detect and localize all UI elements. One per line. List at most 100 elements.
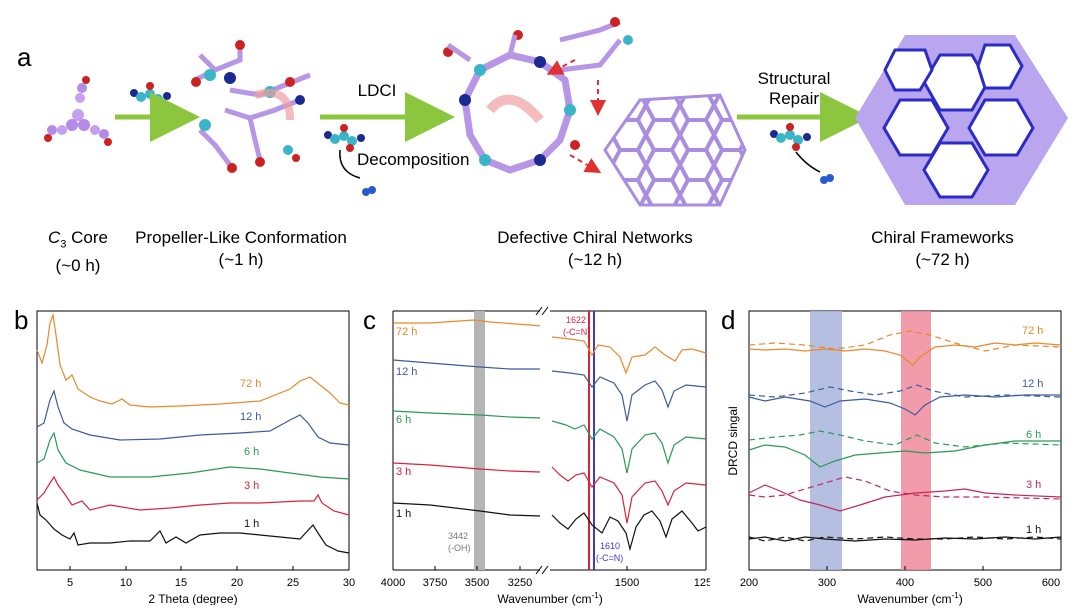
d-curve-72h-dash	[748, 330, 1062, 352]
d-curve-72h-solid	[748, 342, 1062, 366]
b-curve-3h	[36, 475, 350, 516]
c-ann-1610: 1610	[600, 541, 620, 551]
stage-propeller-caption: Propeller-Like Conformation (~1 h)	[126, 227, 356, 271]
d-band-red	[901, 311, 931, 570]
c-label-1h: 1 h	[396, 508, 411, 520]
d-label-6h: 6 h	[1026, 429, 1041, 441]
stage-propeller-name: Propeller-Like Conformation	[135, 228, 347, 247]
c-label-3h: 3 h	[396, 466, 411, 478]
amino-acid-molecule	[130, 82, 171, 110]
d-curve-3h-solid	[748, 484, 1062, 512]
d-curve-1h-solid	[748, 536, 1062, 542]
stage-core-time: (~0 h)	[55, 256, 101, 276]
panel-b-frame	[36, 310, 350, 571]
c-xtick-1500: 1500	[615, 577, 639, 589]
c-ann-1610-group: (-C=N)	[596, 553, 623, 563]
d-curve-3h-dash	[748, 476, 1062, 500]
c-ann-1622: 1622	[566, 315, 586, 325]
d-curve-6h-dash	[748, 430, 1062, 448]
d-xlabel: Wavenumber (cm-1)	[857, 591, 962, 606]
b-label-6h: 6 h	[244, 446, 259, 458]
panel-a-label: a	[17, 42, 32, 72]
b-curve-6h	[36, 431, 350, 480]
d-ylabel: DRCD singal	[726, 406, 740, 475]
c-label-12h: 12 h	[396, 366, 417, 378]
decomposition-group	[324, 124, 376, 196]
c-curve-1h	[392, 502, 707, 552]
d-band-blue	[810, 311, 842, 570]
stage-framework-name: Chiral Frameworks	[871, 228, 1014, 247]
d-xtick-300: 300	[818, 577, 836, 589]
d-curve-12h-dash	[748, 384, 1062, 398]
repair-amino-acid	[770, 123, 834, 184]
repair-label-line2: Repair	[769, 89, 819, 108]
b-curve-12h	[36, 389, 350, 446]
b-xtick-30: 30	[343, 577, 355, 589]
chiral-framework	[855, 35, 1068, 205]
panel-d-label: d	[721, 305, 736, 335]
propeller-conformation	[191, 40, 311, 173]
c-curve-3h	[392, 462, 707, 524]
c-xticks: 4000 3750 3500 3250 1500 1250	[381, 566, 710, 589]
d-curve-6h-solid	[748, 440, 1061, 468]
d-label-12h: 12 h	[1022, 378, 1043, 390]
c-xlabel: Wavenumber (cm-1)	[497, 591, 602, 606]
c-xtick-3500: 3500	[465, 577, 489, 589]
b-xlabel: 2 Theta (degree)	[148, 592, 237, 605]
c-label-72h: 72 h	[396, 326, 417, 338]
c-xtick-1250: 1250	[694, 577, 710, 589]
b-label-1h: 1 h	[244, 518, 259, 530]
b-label-72h: 72 h	[240, 378, 261, 390]
c3-core-molecule	[44, 76, 112, 146]
c-ann-oh: (-OH)	[448, 543, 471, 553]
d-label-1h: 1 h	[1026, 524, 1041, 536]
c-ann-1622-group: (-C=N)	[563, 327, 590, 337]
d-label-72h: 72 h	[1022, 325, 1043, 337]
b-xtick-10: 10	[120, 577, 132, 589]
c-curve-12h	[392, 359, 707, 422]
d-label-3h: 3 h	[1026, 479, 1041, 491]
c-oh-band	[474, 311, 485, 570]
honeycomb-network	[603, 93, 747, 207]
c-xtick-3250: 3250	[508, 577, 532, 589]
stage-framework-time: (~72 h)	[915, 250, 970, 269]
b-xtick-15: 15	[175, 577, 187, 589]
stage-defective-caption: Defective Chiral Networks (~12 h)	[485, 227, 705, 271]
b-xtick-25: 25	[287, 577, 299, 589]
c-label-6h: 6 h	[396, 414, 411, 426]
stage-core-caption: C3 Core (~0 h)	[38, 227, 118, 277]
d-xtick-600: 600	[1042, 577, 1060, 589]
stage-defective-time: (~12 h)	[567, 250, 623, 269]
d-xtick-200: 200	[740, 577, 758, 589]
panel-b-label: b	[14, 305, 29, 335]
b-curve-72h	[36, 312, 350, 408]
b-curve-1h	[36, 502, 350, 554]
panel-c-chart: 4000 3750 3500 3250 1500 1250 Wavenumber…	[381, 306, 710, 606]
stage-propeller-time: (~1 h)	[218, 250, 264, 269]
defective-network-ring	[443, 17, 633, 174]
b-xtick-5: 5	[67, 577, 73, 589]
panel-b-xticks: 5 10 15 20 25 30	[67, 566, 355, 589]
c-axis-break	[535, 306, 549, 575]
stage-defective-name: Defective Chiral Networks	[497, 228, 693, 247]
c-ann-3442: 3442	[448, 531, 468, 541]
panel-a-scheme: LDCI Decomposition	[44, 17, 1068, 207]
d-xtick-400: 400	[896, 577, 914, 589]
decomposition-label: Decomposition	[357, 150, 469, 169]
b-label-3h: 3 h	[244, 480, 259, 492]
c-xtick-4000: 4000	[381, 577, 405, 589]
d-xticks: 200 300 400 500 600	[740, 566, 1062, 589]
b-label-12h: 12 h	[240, 411, 261, 423]
red-dashed-arrow-3	[546, 59, 576, 75]
c-xtick-3750: 3750	[423, 577, 447, 589]
d-xtick-500: 500	[974, 577, 992, 589]
panel-b-chart: 5 10 15 20 25 30 2 Theta (degree) 72 h 1…	[36, 310, 355, 605]
red-dashed-arrow-2	[569, 154, 602, 173]
stage-core-name: C3 Core	[48, 228, 108, 251]
c-curve-6h	[392, 410, 707, 474]
b-xtick-20: 20	[231, 577, 243, 589]
stage-framework-caption: Chiral Frameworks (~72 h)	[855, 227, 1030, 271]
c-curve-72h	[393, 319, 707, 375]
repair-label-line1: Structural	[758, 69, 831, 88]
panel-d-chart: 200 300 400 500 600 Wavenumber (cm-1) DR…	[726, 310, 1062, 606]
